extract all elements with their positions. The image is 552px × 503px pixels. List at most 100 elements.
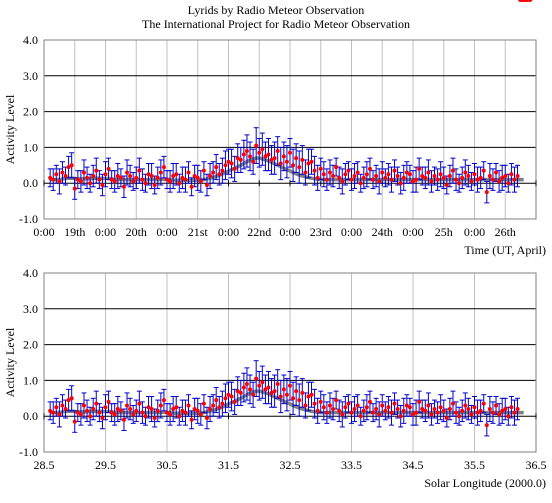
data-point <box>54 405 59 410</box>
data-point <box>460 408 465 413</box>
data-point <box>223 396 228 401</box>
y-tick-label: 2.0 <box>23 105 38 119</box>
data-point <box>186 170 191 175</box>
data-point <box>463 403 468 408</box>
data-point <box>201 401 206 406</box>
x-axis-label: Solar Longitude (2000.0) <box>424 476 546 490</box>
data-point <box>100 415 105 420</box>
data-point <box>177 181 182 186</box>
data-point <box>438 172 443 177</box>
data-point <box>180 175 185 180</box>
data-point <box>106 166 111 171</box>
data-point <box>481 401 486 406</box>
data-point <box>429 179 434 184</box>
data-point <box>324 410 329 415</box>
data-point <box>450 168 455 173</box>
data-point <box>189 417 194 422</box>
data-point <box>134 408 139 413</box>
data-point <box>217 405 222 410</box>
data-point <box>69 163 74 168</box>
data-point <box>152 415 157 420</box>
data-point <box>66 398 71 403</box>
data-point <box>337 408 342 413</box>
data-point <box>97 177 102 182</box>
data-point <box>278 161 283 166</box>
data-point <box>490 410 495 415</box>
data-point <box>500 408 505 413</box>
data-point <box>426 170 431 175</box>
data-point <box>94 401 99 406</box>
plot-frame <box>43 39 537 220</box>
x-tick-label: 19th <box>64 225 85 239</box>
data-point <box>315 175 320 180</box>
data-point <box>69 396 74 401</box>
data-point <box>54 172 59 177</box>
x-tick-label: 31.5 <box>218 458 239 472</box>
data-point <box>128 174 133 179</box>
data-point <box>155 175 160 180</box>
data-point <box>158 170 163 175</box>
data-point <box>204 415 209 420</box>
data-point <box>241 152 246 157</box>
data-point <box>217 172 222 177</box>
data-point <box>401 408 406 413</box>
data-point <box>118 408 123 413</box>
data-point <box>81 170 86 175</box>
data-point <box>168 179 173 184</box>
data-point <box>115 407 120 412</box>
data-point <box>346 168 351 173</box>
data-point <box>306 394 311 399</box>
data-point <box>121 417 126 422</box>
data-point <box>334 398 339 403</box>
data-point <box>48 175 53 180</box>
data-point <box>389 410 394 415</box>
chart-title-line1: Lyrids by Radio Meteor Observation <box>188 3 365 17</box>
data-point <box>208 174 213 179</box>
data-point <box>128 407 133 412</box>
data-point <box>78 179 83 184</box>
data-point <box>155 408 160 413</box>
data-point <box>198 412 203 417</box>
data-point <box>257 150 262 155</box>
x-tick-label: 0:00 <box>218 225 239 239</box>
data-point <box>327 403 332 408</box>
data-point <box>97 410 102 415</box>
data-point <box>257 383 262 388</box>
data-point <box>297 165 302 170</box>
data-point <box>235 389 240 394</box>
data-point <box>478 175 483 180</box>
data-point <box>321 172 326 177</box>
data-point <box>112 179 117 184</box>
data-point <box>361 175 366 180</box>
data-point <box>244 148 249 153</box>
data-point <box>263 387 268 392</box>
data-point <box>143 181 148 186</box>
data-point <box>281 387 286 392</box>
data-point <box>263 154 268 159</box>
data-point <box>450 401 455 406</box>
data-point <box>88 414 93 419</box>
data-point <box>472 405 477 410</box>
data-point <box>248 154 253 159</box>
data-point <box>340 179 345 184</box>
data-point <box>447 174 452 179</box>
data-point <box>374 407 379 412</box>
x-tick-label: 0:00 <box>156 225 177 239</box>
data-point <box>358 414 363 419</box>
data-point <box>297 398 302 403</box>
data-point <box>340 412 345 417</box>
data-point <box>269 157 274 162</box>
data-point <box>407 172 412 177</box>
data-point <box>398 181 403 186</box>
x-tick-label: 30.5 <box>157 458 178 472</box>
data-point <box>171 174 176 179</box>
data-point <box>272 389 277 394</box>
data-point <box>211 403 216 408</box>
data-point <box>524 0 529 2</box>
data-point <box>85 408 90 413</box>
data-point <box>134 175 139 180</box>
x-tick-label: 22nd <box>247 225 271 239</box>
data-point <box>371 410 376 415</box>
data-point <box>303 403 308 408</box>
